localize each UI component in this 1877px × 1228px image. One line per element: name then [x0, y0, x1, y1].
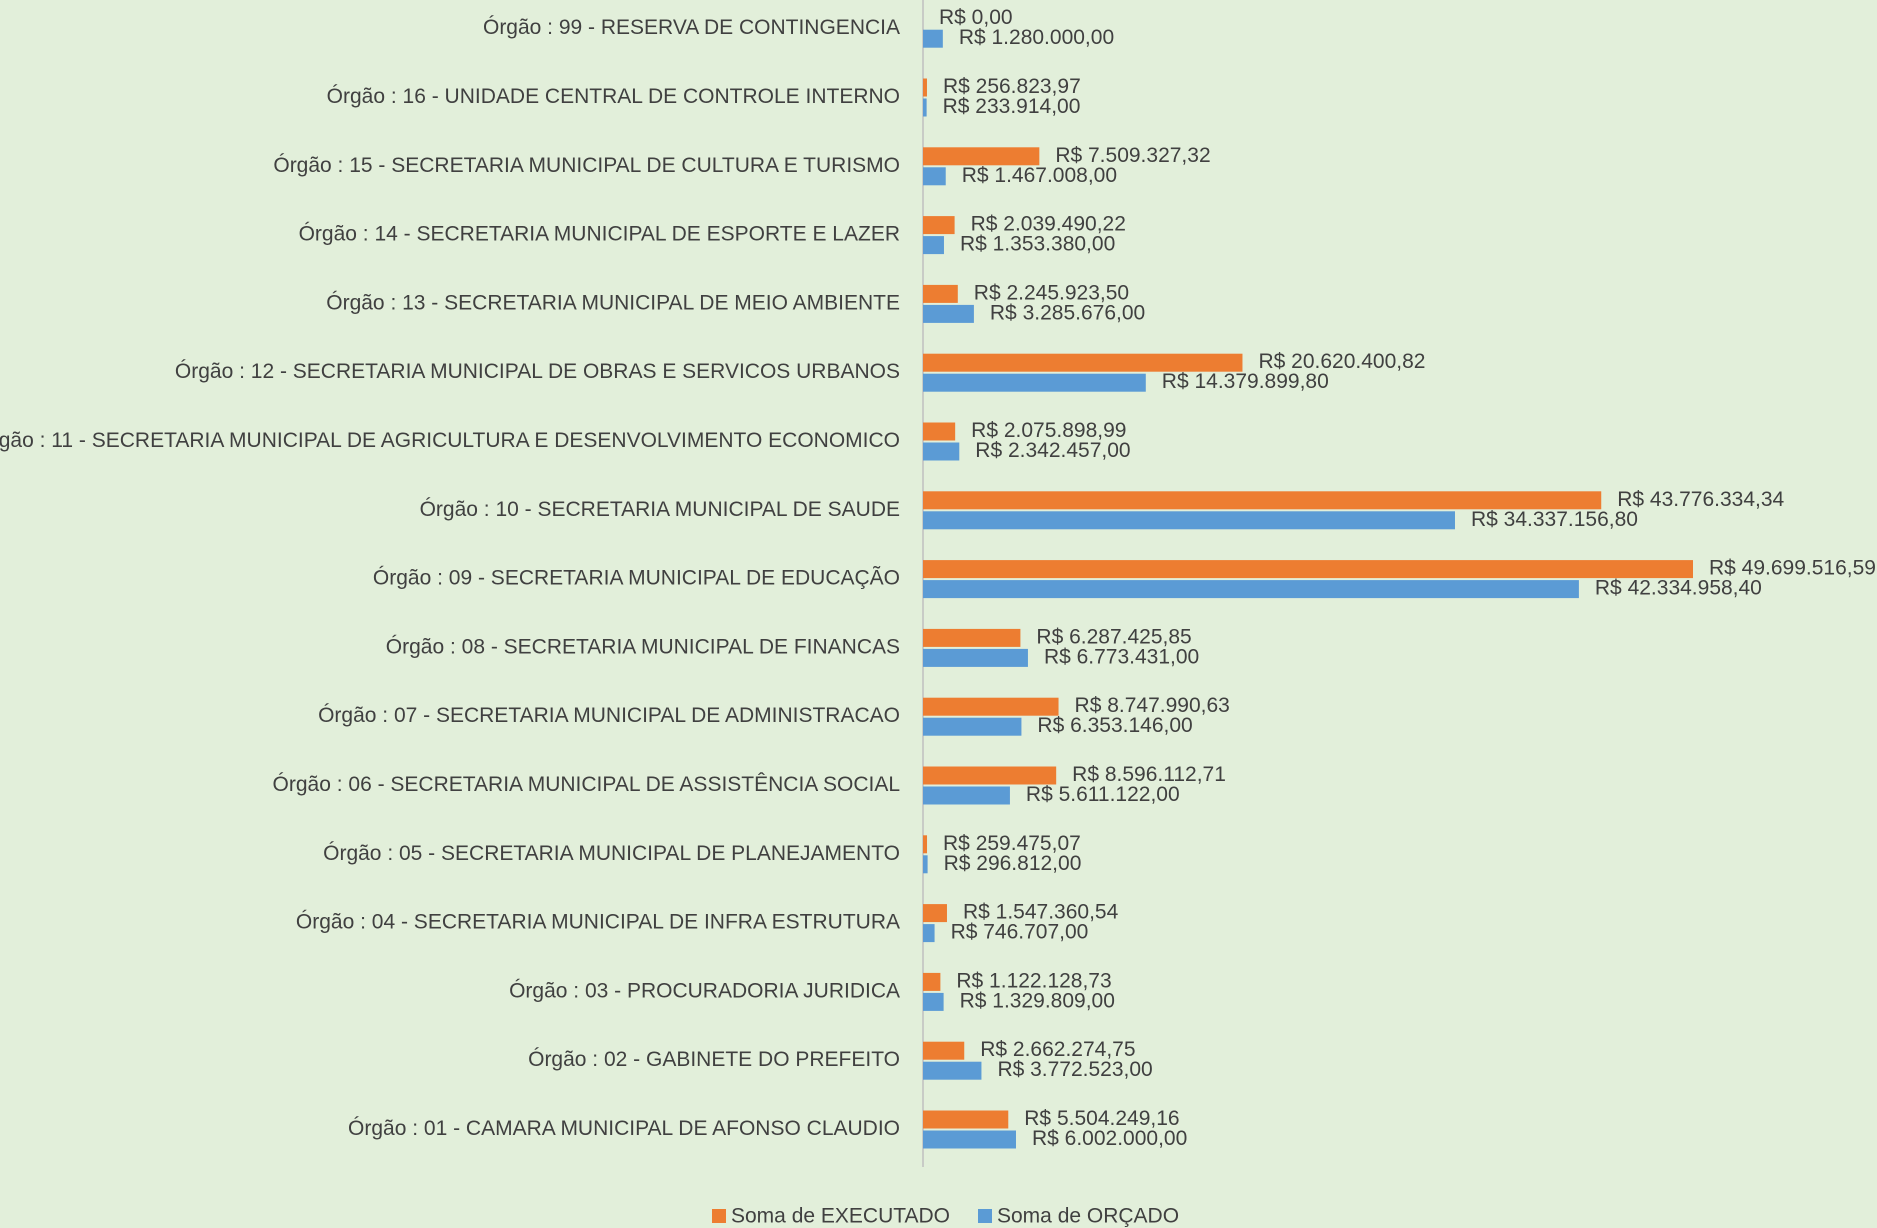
value-label: R$ 2.662.274,75 [980, 1038, 1135, 1061]
bar [923, 992, 944, 1011]
bar [923, 717, 1022, 736]
bar [923, 167, 946, 186]
bar [923, 924, 935, 943]
value-label: R$ 2.342.457,00 [975, 439, 1130, 462]
bar [923, 1130, 1016, 1149]
category-label: Órgão : 09 - SECRETARIA MUNICIPAL DE EDU… [373, 566, 900, 590]
bar [923, 855, 928, 874]
bar [923, 560, 1693, 579]
category-label: Órgão : 01 - CAMARA MUNICIPAL DE AFONSO … [348, 1117, 900, 1140]
value-label: R$ 8.596.112,71 [1072, 763, 1226, 786]
value-label: R$ 1.467.008,00 [962, 164, 1117, 187]
value-label: R$ 42.334.958,40 [1595, 577, 1762, 600]
bar [923, 904, 947, 923]
category-label: Órgão : 07 - SECRETARIA MUNICIPAL DE ADM… [318, 704, 900, 727]
bar [923, 1110, 1009, 1129]
bar [923, 491, 1602, 510]
value-label: R$ 2.039.490,22 [971, 213, 1126, 236]
bar [923, 284, 958, 303]
bar [923, 147, 1040, 166]
category-label: Órgão : 11 - SECRETARIA MUNICIPAL DE AGR… [0, 429, 900, 452]
bar [923, 1041, 965, 1060]
bar [923, 216, 955, 235]
category-label: Órgão : 08 - SECRETARIA MUNICIPAL DE FIN… [386, 635, 900, 658]
value-label: R$ 6.353.146,00 [1037, 714, 1192, 737]
bar [923, 29, 943, 48]
value-label: R$ 1.122.128,73 [956, 969, 1111, 992]
value-label: R$ 20.620.400,82 [1258, 350, 1425, 373]
value-label: R$ 256.823,97 [943, 75, 1081, 98]
category-label: Órgão : 13 - SECRETARIA MUNICIPAL DE MEI… [326, 291, 900, 314]
bar [923, 835, 928, 854]
bar [923, 236, 944, 255]
legend-swatch [712, 1209, 726, 1223]
value-label: R$ 1.353.380,00 [960, 233, 1115, 256]
value-label: R$ 3.285.676,00 [990, 301, 1145, 324]
legend-label: Soma de ORÇADO [997, 1205, 1179, 1228]
bar [923, 766, 1057, 785]
value-label: R$ 233.914,00 [943, 95, 1081, 118]
category-label: Órgão : 02 - GABINETE DO PREFEITO [528, 1048, 900, 1071]
value-label: R$ 296.812,00 [944, 852, 1082, 875]
category-label: Órgão : 12 - SECRETARIA MUNICIPAL DE OBR… [175, 360, 900, 383]
value-label: R$ 6.002.000,00 [1032, 1127, 1187, 1150]
value-label: R$ 5.611.122,00 [1026, 783, 1180, 806]
value-label: R$ 43.776.334,34 [1617, 488, 1784, 511]
value-label: R$ 6.287.425,85 [1036, 625, 1191, 648]
category-label: Órgão : 10 - SECRETARIA MUNICIPAL DE SAU… [420, 498, 900, 521]
bar [923, 304, 974, 323]
value-label: R$ 2.245.923,50 [974, 281, 1129, 304]
bar [923, 972, 941, 991]
bar [923, 1061, 982, 1080]
category-label: Órgão : 16 - UNIDADE CENTRAL DE CONTROLE… [327, 85, 900, 108]
value-label: R$ 5.504.249,16 [1024, 1107, 1179, 1130]
value-label: R$ 1.547.360,54 [963, 901, 1119, 924]
value-label: R$ 34.337.156,80 [1471, 508, 1638, 531]
bar [923, 511, 1455, 530]
bar [923, 580, 1579, 599]
category-label: Órgão : 03 - PROCURADORIA JURIDICA [509, 979, 900, 1002]
category-label: Órgão : 06 - SECRETARIA MUNICIPAL DE ASS… [273, 773, 900, 796]
value-label: R$ 2.075.898,99 [971, 419, 1126, 442]
legend-label: Soma de EXECUTADO [731, 1205, 950, 1228]
category-label: Órgão : 14 - SECRETARIA MUNICIPAL DE ESP… [299, 223, 900, 246]
value-label: R$ 14.379.899,80 [1162, 370, 1329, 393]
value-label: R$ 3.772.523,00 [997, 1058, 1152, 1081]
bar [923, 78, 927, 97]
bar [923, 373, 1146, 392]
value-label: R$ 8.747.990,63 [1075, 694, 1230, 717]
bar [923, 786, 1010, 805]
bar [923, 98, 927, 117]
value-label: R$ 7.509.327,32 [1055, 144, 1210, 167]
bar [923, 628, 1021, 647]
value-label: R$ 49.699.516,59 [1709, 557, 1876, 580]
bar [923, 422, 956, 441]
bar [923, 353, 1243, 372]
category-label: Órgão : 05 - SECRETARIA MUNICIPAL DE PLA… [323, 842, 900, 865]
bar [923, 442, 960, 461]
category-label: Órgão : 04 - SECRETARIA MUNICIPAL DE INF… [296, 911, 900, 934]
value-label: R$ 6.773.431,00 [1044, 645, 1199, 668]
bar [923, 697, 1059, 716]
legend-swatch [978, 1209, 992, 1223]
value-label: R$ 0,00 [939, 6, 1013, 29]
value-label: R$ 259.475,07 [943, 832, 1081, 855]
value-label: R$ 1.329.809,00 [960, 989, 1115, 1012]
value-label: R$ 1.280.000,00 [959, 26, 1114, 49]
bar [923, 648, 1028, 667]
category-label: Órgão : 99 - RESERVA DE CONTINGENCIA [483, 16, 900, 39]
category-label: Órgão : 15 - SECRETARIA MUNICIPAL DE CUL… [273, 154, 900, 177]
value-label: R$ 746.707,00 [951, 921, 1089, 944]
